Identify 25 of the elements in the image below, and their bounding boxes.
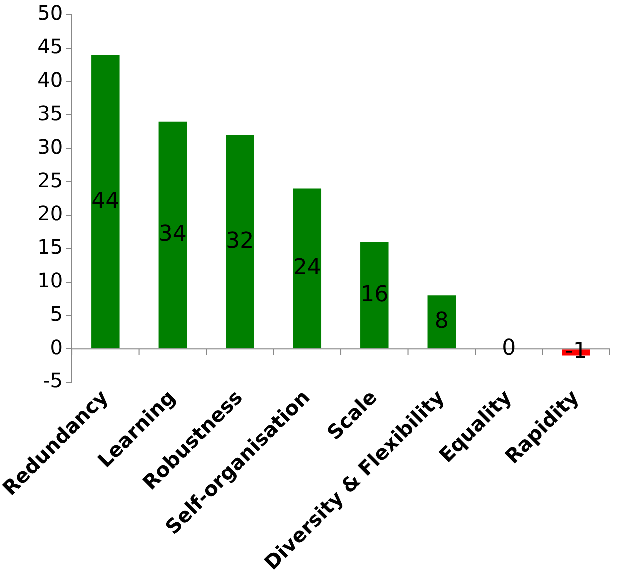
y-tick-label: 15: [38, 235, 64, 260]
y-tick-label: 25: [38, 168, 64, 192]
bar: [158, 122, 188, 349]
y-tick-label: 35: [38, 101, 64, 126]
y-tick-label: 50: [38, 1, 64, 26]
bar: [360, 242, 389, 349]
data-label: 32: [226, 228, 254, 254]
data-label: 34: [158, 222, 187, 248]
data-label: 0: [502, 336, 516, 361]
y-tick-label: 0: [50, 335, 64, 360]
y-tick-label: 40: [38, 68, 64, 92]
bar: [293, 188, 322, 349]
bar: [428, 296, 456, 349]
y-tick-label: 20: [38, 202, 64, 226]
y-tick-label: 45: [38, 34, 64, 59]
data-label: 8: [434, 309, 449, 334]
data-label: 24: [293, 256, 322, 281]
data-label: 16: [360, 282, 389, 308]
y-tick-label: 10: [38, 268, 64, 292]
bar: [226, 135, 254, 349]
y-tick-label: -5: [43, 368, 64, 393]
y-tick-label: 5: [50, 302, 64, 326]
y-tick-label: 30: [38, 134, 64, 159]
data-label: 44: [92, 188, 120, 214]
bar: [92, 55, 120, 349]
